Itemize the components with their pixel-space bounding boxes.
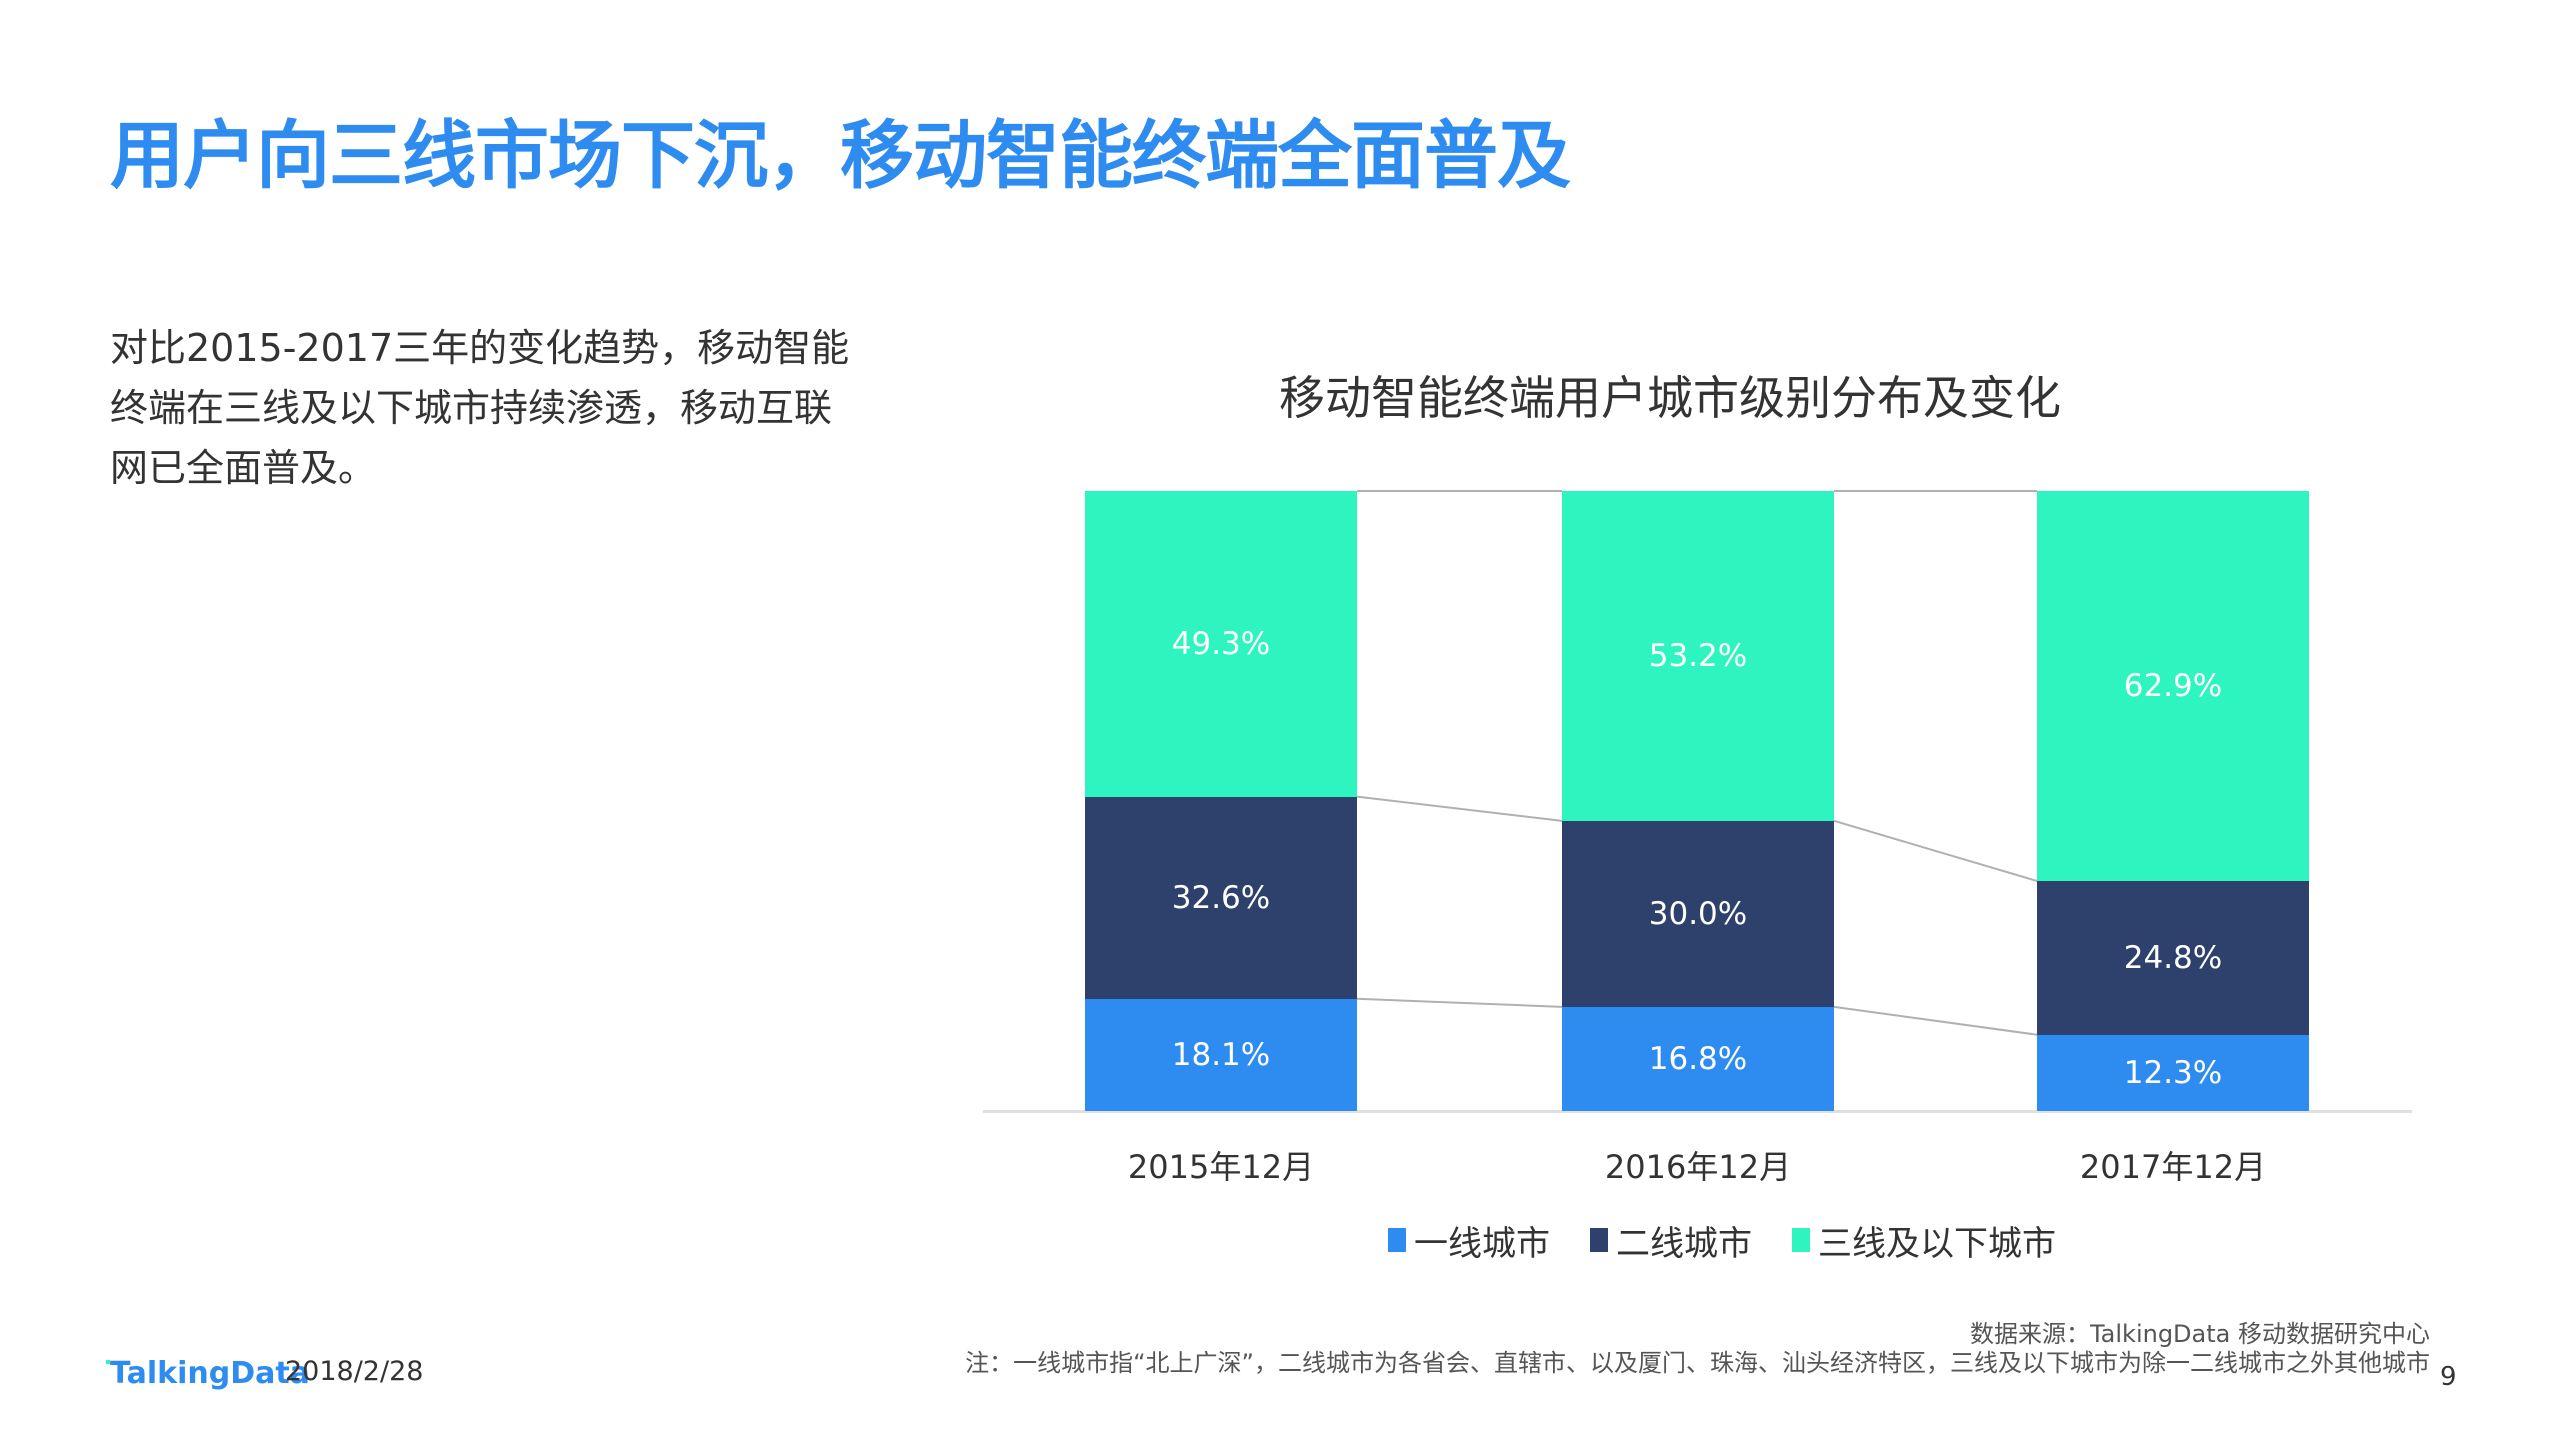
data-label: 24.8% — [2123, 939, 2223, 976]
logo-text: TalkingData — [110, 1356, 310, 1391]
legend-item-tier1: 一线城市 — [1388, 1216, 1550, 1265]
bar-column: 12.3% 24.8% 62.9% — [2037, 491, 2309, 1111]
chart-legend: 一线城市 二线城市 三线及以下城市 — [1388, 1216, 2096, 1265]
data-label: 30.0% — [1648, 895, 1748, 932]
data-label: 53.2% — [1648, 637, 1748, 674]
x-axis-label: 2015年12月 — [1127, 1148, 1315, 1186]
page-number: 9 — [2440, 1362, 2457, 1392]
bar-segment: 62.9% — [2037, 491, 2309, 881]
legend-swatch-icon — [1388, 1228, 1406, 1252]
definition-note: 注：一线城市指“北上广深”，二线城市为各省会、直辖市、以及厦门、珠海、汕头经济特… — [965, 1349, 2430, 1377]
legend-label: 三线及以下城市 — [1818, 1223, 2056, 1264]
bar-segment: 16.8% — [1562, 1006, 1834, 1111]
logo-accent-icon — [106, 1360, 110, 1364]
x-axis-line — [983, 1110, 2412, 1113]
summary-line: 网已全面普及。 — [110, 446, 377, 490]
data-label: 62.9% — [2123, 668, 2223, 704]
data-label: 32.6% — [1171, 879, 1271, 916]
bar-column: 18.1% 32.6% 49.3% — [1085, 491, 1357, 1111]
summary-line: 终端在三线及以下城市持续渗透，移动互联 — [110, 386, 833, 430]
x-axis-label: 2017年12月 — [2079, 1148, 2267, 1186]
data-label: 16.8% — [1648, 1040, 1748, 1077]
bar-segment: 53.2% — [1562, 491, 1834, 821]
bar-segment: 49.3% — [1085, 491, 1357, 797]
summary-line: 对比2015-2017三年的变化趋势，移动智能 — [110, 326, 850, 370]
summary-text: 对比2015-2017三年的变化趋势，移动智能 终端在三线及以下城市持续渗透，移… — [110, 318, 900, 498]
legend-item-tier2: 二线城市 — [1590, 1216, 1752, 1265]
data-label: 12.3% — [2123, 1054, 2223, 1091]
legend-swatch-icon — [1792, 1228, 1810, 1252]
data-source-note: 数据来源：TalkingData 移动数据研究中心 — [1969, 1320, 2430, 1348]
legend-label: 一线城市 — [1414, 1223, 1550, 1264]
legend-label: 二线城市 — [1616, 1223, 1752, 1264]
bar-segment: 32.6% — [1085, 796, 1357, 999]
bar-segment: 24.8% — [2037, 881, 2309, 1035]
page-title: 用户向三线市场下沉，移动智能终端全面普及 — [110, 113, 1571, 199]
x-axis-label: 2016年12月 — [1604, 1148, 1792, 1186]
bar-segment: 30.0% — [1562, 820, 1834, 1007]
report-date: 2018/2/28 — [285, 1356, 424, 1387]
bar-segment: 12.3% — [2037, 1034, 2309, 1111]
bar-column: 16.8% 30.0% 53.2% — [1562, 491, 1834, 1111]
data-label: 18.1% — [1171, 1036, 1271, 1073]
legend-swatch-icon — [1590, 1228, 1608, 1252]
chart-title: 移动智能终端用户城市级别分布及变化 — [1279, 371, 2061, 425]
bar-segment: 18.1% — [1085, 998, 1357, 1111]
legend-item-tier3: 三线及以下城市 — [1792, 1216, 2056, 1265]
data-label: 49.3% — [1171, 625, 1271, 662]
talkingdata-logo: TalkingData — [106, 1356, 310, 1391]
